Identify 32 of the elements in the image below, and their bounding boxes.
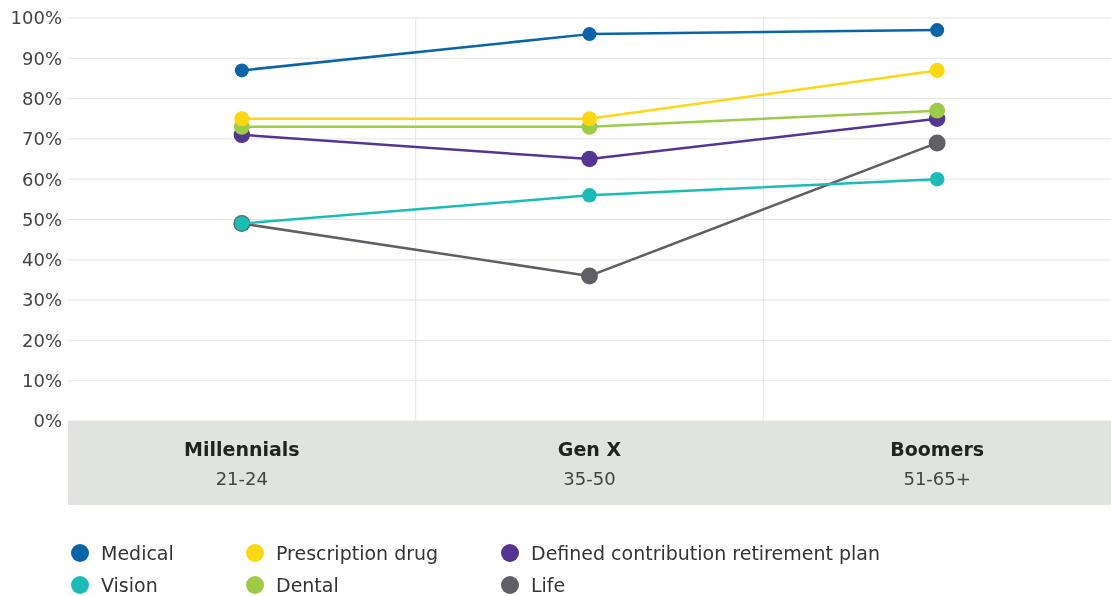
point	[929, 102, 946, 119]
x-tick-label: Gen X 35-50	[557, 438, 622, 489]
y-tick-label: 70%	[21, 128, 62, 150]
y-tick-label: 80%	[21, 87, 62, 109]
point	[582, 188, 597, 203]
point	[234, 63, 249, 78]
legend-label: Prescription drug	[276, 541, 439, 564]
point	[581, 111, 598, 127]
legend-label: Vision	[101, 573, 158, 596]
point	[929, 171, 945, 187]
point	[581, 150, 598, 168]
x-tick-label: Millennials 21-24	[184, 438, 300, 489]
y-tick-label: 100%	[10, 7, 62, 29]
legend-label: Medical	[101, 541, 174, 564]
point	[581, 267, 598, 285]
point	[928, 134, 946, 152]
legend-label: Life	[531, 573, 566, 596]
y-tick-label: 30%	[21, 289, 62, 311]
y-tick-label: 50%	[21, 208, 62, 230]
point	[234, 111, 250, 127]
legend-label: Dental	[276, 573, 339, 596]
y-tick-label: 20%	[21, 329, 62, 351]
y-tick-label: 60%	[21, 168, 62, 190]
y-tick-label: 10%	[21, 370, 62, 391]
point	[930, 23, 945, 38]
y-tick-label: 90%	[21, 47, 62, 69]
y-tick-label: 40%	[21, 249, 62, 271]
point	[929, 62, 945, 78]
point	[582, 27, 597, 42]
y-tick-label: 0%	[33, 410, 62, 432]
x-tick-label: Boomers 51-65+	[890, 438, 985, 489]
legend-label: Defined contribution retirement plan	[531, 541, 880, 564]
